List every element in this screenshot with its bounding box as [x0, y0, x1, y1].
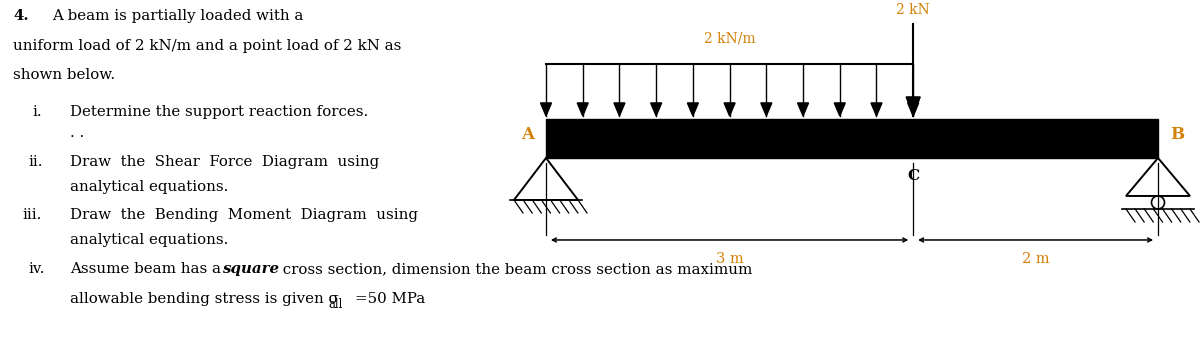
Text: A: A — [521, 126, 534, 143]
Polygon shape — [614, 103, 625, 116]
Polygon shape — [798, 103, 809, 116]
Text: =50 MPa: =50 MPa — [354, 292, 425, 306]
Text: 4.: 4. — [13, 9, 29, 23]
Polygon shape — [577, 103, 588, 116]
Text: ii.: ii. — [28, 155, 42, 169]
Text: 2 m: 2 m — [1021, 252, 1050, 266]
Text: Draw  the  Bending  Moment  Diagram  using: Draw the Bending Moment Diagram using — [70, 208, 418, 222]
Text: cross section, dimension the beam cross section as maximum: cross section, dimension the beam cross … — [278, 262, 752, 276]
Polygon shape — [650, 103, 661, 116]
Text: iv.: iv. — [28, 262, 44, 276]
Text: C: C — [907, 169, 919, 183]
Text: iii.: iii. — [22, 208, 41, 222]
Polygon shape — [688, 103, 698, 116]
Text: analytical equations.: analytical equations. — [70, 233, 228, 247]
Text: 3 m: 3 m — [715, 252, 744, 266]
Text: analytical equations.: analytical equations. — [70, 180, 228, 194]
Text: 2 kN: 2 kN — [896, 3, 930, 17]
Text: i.: i. — [32, 105, 42, 119]
Polygon shape — [724, 103, 736, 116]
Text: B: B — [1170, 126, 1184, 143]
Bar — [546, 119, 1158, 158]
Polygon shape — [871, 103, 882, 116]
Text: 2 kN/m: 2 kN/m — [703, 32, 756, 46]
Text: Draw  the  Shear  Force  Diagram  using: Draw the Shear Force Diagram using — [70, 155, 379, 169]
Text: allowable bending stress is given σ: allowable bending stress is given σ — [70, 292, 338, 306]
Polygon shape — [761, 103, 772, 116]
Polygon shape — [540, 103, 552, 116]
Polygon shape — [906, 97, 920, 116]
Text: shown below.: shown below. — [13, 68, 115, 82]
Polygon shape — [907, 103, 919, 116]
Text: square: square — [222, 262, 278, 276]
Text: uniform load of 2 kN/m and a point load of 2 kN as: uniform load of 2 kN/m and a point load … — [13, 39, 401, 53]
Polygon shape — [834, 103, 845, 116]
Text: Assume beam has a: Assume beam has a — [70, 262, 226, 276]
Text: all: all — [328, 298, 342, 311]
Text: Determine the support reaction forces.: Determine the support reaction forces. — [70, 105, 368, 119]
Text: . .: . . — [70, 126, 84, 140]
Text: A beam is partially loaded with a: A beam is partially loaded with a — [52, 9, 304, 23]
